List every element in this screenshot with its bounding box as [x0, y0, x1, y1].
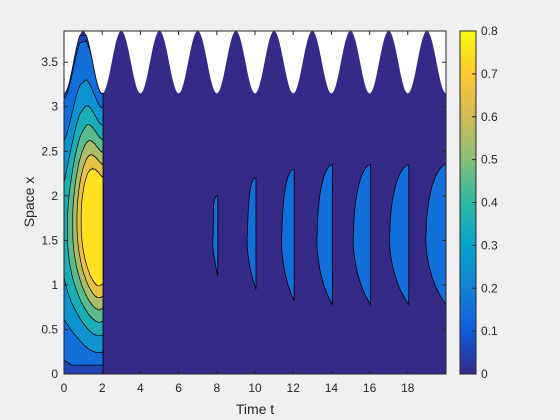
x-tick-label-12: 12: [287, 381, 301, 395]
y-tick-label-1.5: 1.5: [41, 233, 58, 247]
band-1: [246, 177, 257, 290]
y-tick-label-0: 0: [51, 367, 58, 381]
band-6: [425, 164, 446, 306]
y-tick-label-1: 1: [51, 278, 58, 292]
colorbar-tick-label-0.3: 0.3: [481, 238, 498, 252]
band-3: [316, 164, 333, 307]
colorbar-tick-label-0.7: 0.7: [481, 67, 498, 81]
y-tick-label-3.5: 3.5: [41, 55, 58, 69]
x-tick-label-2: 2: [99, 381, 106, 395]
pulse-contour-6: [80, 167, 104, 287]
x-tick-label-10: 10: [248, 381, 262, 395]
x-tick-label-14: 14: [325, 381, 339, 395]
y-axis-label: Space x: [21, 177, 37, 228]
colorbar-tick-label-0.2: 0.2: [481, 281, 498, 295]
x-axis-label: Time t: [236, 401, 274, 417]
band-4: [352, 164, 371, 306]
x-tick-label-18: 18: [401, 381, 415, 395]
y-tick-label-0.5: 0.5: [41, 322, 58, 336]
colorbar-tick-label-0.4: 0.4: [481, 196, 498, 210]
contour-plot: [64, 31, 446, 374]
y-tick-label-3: 3: [51, 100, 58, 114]
colorbar-tick-label-0.5: 0.5: [481, 153, 498, 167]
band-5: [389, 164, 410, 306]
colorbar-tick-label-0.8: 0.8: [481, 24, 498, 38]
x-axis-ticks: 0 2 4 6 8 10 12 14 16 18: [61, 31, 415, 395]
band-0: [212, 195, 219, 277]
colorbar-ticks: 0 0.1 0.2 0.3 0.4 0.5 0.6 0.7 0.8: [472, 24, 498, 381]
colorbar-tick-label-0.1: 0.1: [481, 324, 498, 338]
x-tick-label-16: 16: [363, 381, 377, 395]
y-axis-ticks: 0 0.5 1 1.5 2 2.5 3 3.5: [41, 55, 446, 381]
x-tick-label-0: 0: [61, 381, 68, 395]
y-tick-label-2.5: 2.5: [41, 144, 58, 158]
band-2: [281, 168, 295, 302]
colorbar-tick-label-0.6: 0.6: [481, 110, 498, 124]
colorbar-tick-label-0: 0: [481, 367, 488, 381]
x-tick-label-8: 8: [213, 381, 220, 395]
x-tick-label-6: 6: [175, 381, 182, 395]
x-tick-label-4: 4: [137, 381, 144, 395]
y-tick-label-2: 2: [51, 189, 58, 203]
